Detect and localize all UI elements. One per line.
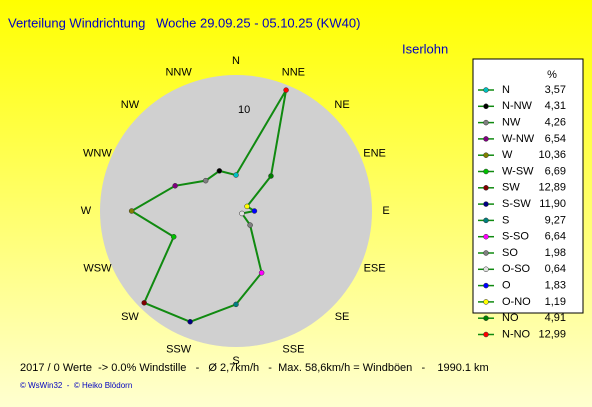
legend-name: S-SO — [502, 231, 529, 243]
footer: 2017 / 0 Werte -> 0.0% Windstille - Ø 2,… — [20, 362, 489, 374]
legend-marker — [483, 331, 489, 338]
chart-title: Verteilung Windrichtung Woche 29.09.25 -… — [8, 15, 360, 30]
legend-value: 4,31 — [545, 100, 566, 112]
legend-name: N-NO — [502, 328, 531, 340]
direction-label: NE — [334, 99, 349, 111]
direction-label: NNW — [165, 66, 192, 78]
legend-value: 11,90 — [539, 198, 566, 210]
data-point — [172, 183, 178, 189]
legend-value: 12,99 — [538, 328, 566, 340]
direction-label: S — [232, 355, 239, 367]
data-point — [247, 222, 253, 228]
data-point — [244, 203, 250, 210]
data-point — [233, 172, 239, 178]
r-tick-label: 10 — [238, 104, 250, 116]
plot-area — [100, 75, 372, 347]
legend-name: W-SW — [502, 165, 534, 177]
legend-value: 10,36 — [538, 149, 566, 161]
direction-label: NW — [121, 99, 140, 111]
direction-label: WNW — [83, 148, 112, 160]
legend-value: 12,89 — [538, 182, 566, 194]
legend-name: S — [502, 214, 509, 226]
legend-marker — [483, 119, 489, 126]
legend-title: % — [547, 69, 557, 81]
direction-label: SSW — [166, 343, 192, 355]
legend-value: 1,98 — [545, 247, 566, 259]
legend-value: 4,26 — [545, 117, 566, 129]
legend-marker — [483, 168, 489, 175]
legend-name: O-NO — [502, 296, 531, 308]
legend-value: 9,27 — [545, 214, 566, 226]
legend-value: 6,69 — [545, 165, 566, 177]
legend-marker — [483, 217, 489, 224]
legend-name: N-NW — [502, 100, 533, 112]
credits: © WsWin32 - © Heiko Blödorn — [20, 381, 132, 390]
data-point — [141, 300, 147, 306]
legend-marker — [483, 282, 489, 289]
legend-marker — [483, 152, 489, 158]
legend-name: W — [502, 149, 513, 161]
legend-value: 4,91 — [545, 312, 566, 324]
direction-label: SW — [121, 311, 139, 323]
legend-name: S-SW — [502, 198, 531, 210]
legend-marker — [483, 136, 489, 142]
legend-name: O — [502, 280, 511, 292]
legend-marker — [483, 250, 489, 256]
legend-marker — [483, 185, 489, 191]
legend-marker — [483, 266, 489, 273]
legend-name: SW — [502, 182, 520, 194]
direction-label: ENE — [363, 148, 386, 160]
location: Iserlohn — [402, 41, 448, 56]
direction-label: E — [382, 205, 389, 217]
legend-marker — [483, 103, 489, 110]
data-point — [233, 301, 239, 308]
direction-label: SE — [335, 311, 350, 323]
legend-marker — [483, 87, 489, 93]
data-point — [202, 177, 209, 184]
legend-name: N — [502, 84, 510, 96]
legend-value: 6,64 — [545, 231, 566, 243]
legend-value: 6,54 — [545, 133, 566, 145]
legend-box — [472, 58, 584, 314]
data-point — [258, 270, 265, 276]
data-point — [268, 173, 274, 179]
legend-name: NW — [502, 117, 521, 129]
data-point — [216, 168, 223, 174]
legend-name: SO — [502, 247, 518, 259]
legend-marker — [483, 315, 489, 321]
data-point — [187, 319, 193, 325]
legend-name: O-SO — [502, 263, 531, 275]
direction-label: W — [81, 205, 92, 217]
direction-label: N — [232, 55, 240, 67]
data-point — [239, 210, 245, 217]
direction-label: SSE — [282, 343, 304, 355]
legend-marker — [483, 299, 489, 305]
legend-marker — [483, 233, 489, 240]
data-point — [170, 234, 177, 240]
direction-label: NNE — [282, 66, 305, 78]
data-point — [128, 208, 135, 214]
legend-value: 1,19 — [545, 296, 566, 308]
direction-label: WSW — [83, 262, 112, 274]
legend-name: W-NW — [502, 133, 535, 145]
direction-label: ESE — [364, 262, 386, 274]
data-point — [283, 87, 289, 93]
legend-value: 3,57 — [545, 84, 566, 96]
legend-marker — [483, 201, 489, 207]
legend-name: NO — [502, 312, 519, 324]
legend-value: 0,64 — [545, 263, 566, 275]
legend-value: 1,83 — [545, 280, 566, 292]
data-point — [251, 208, 258, 214]
